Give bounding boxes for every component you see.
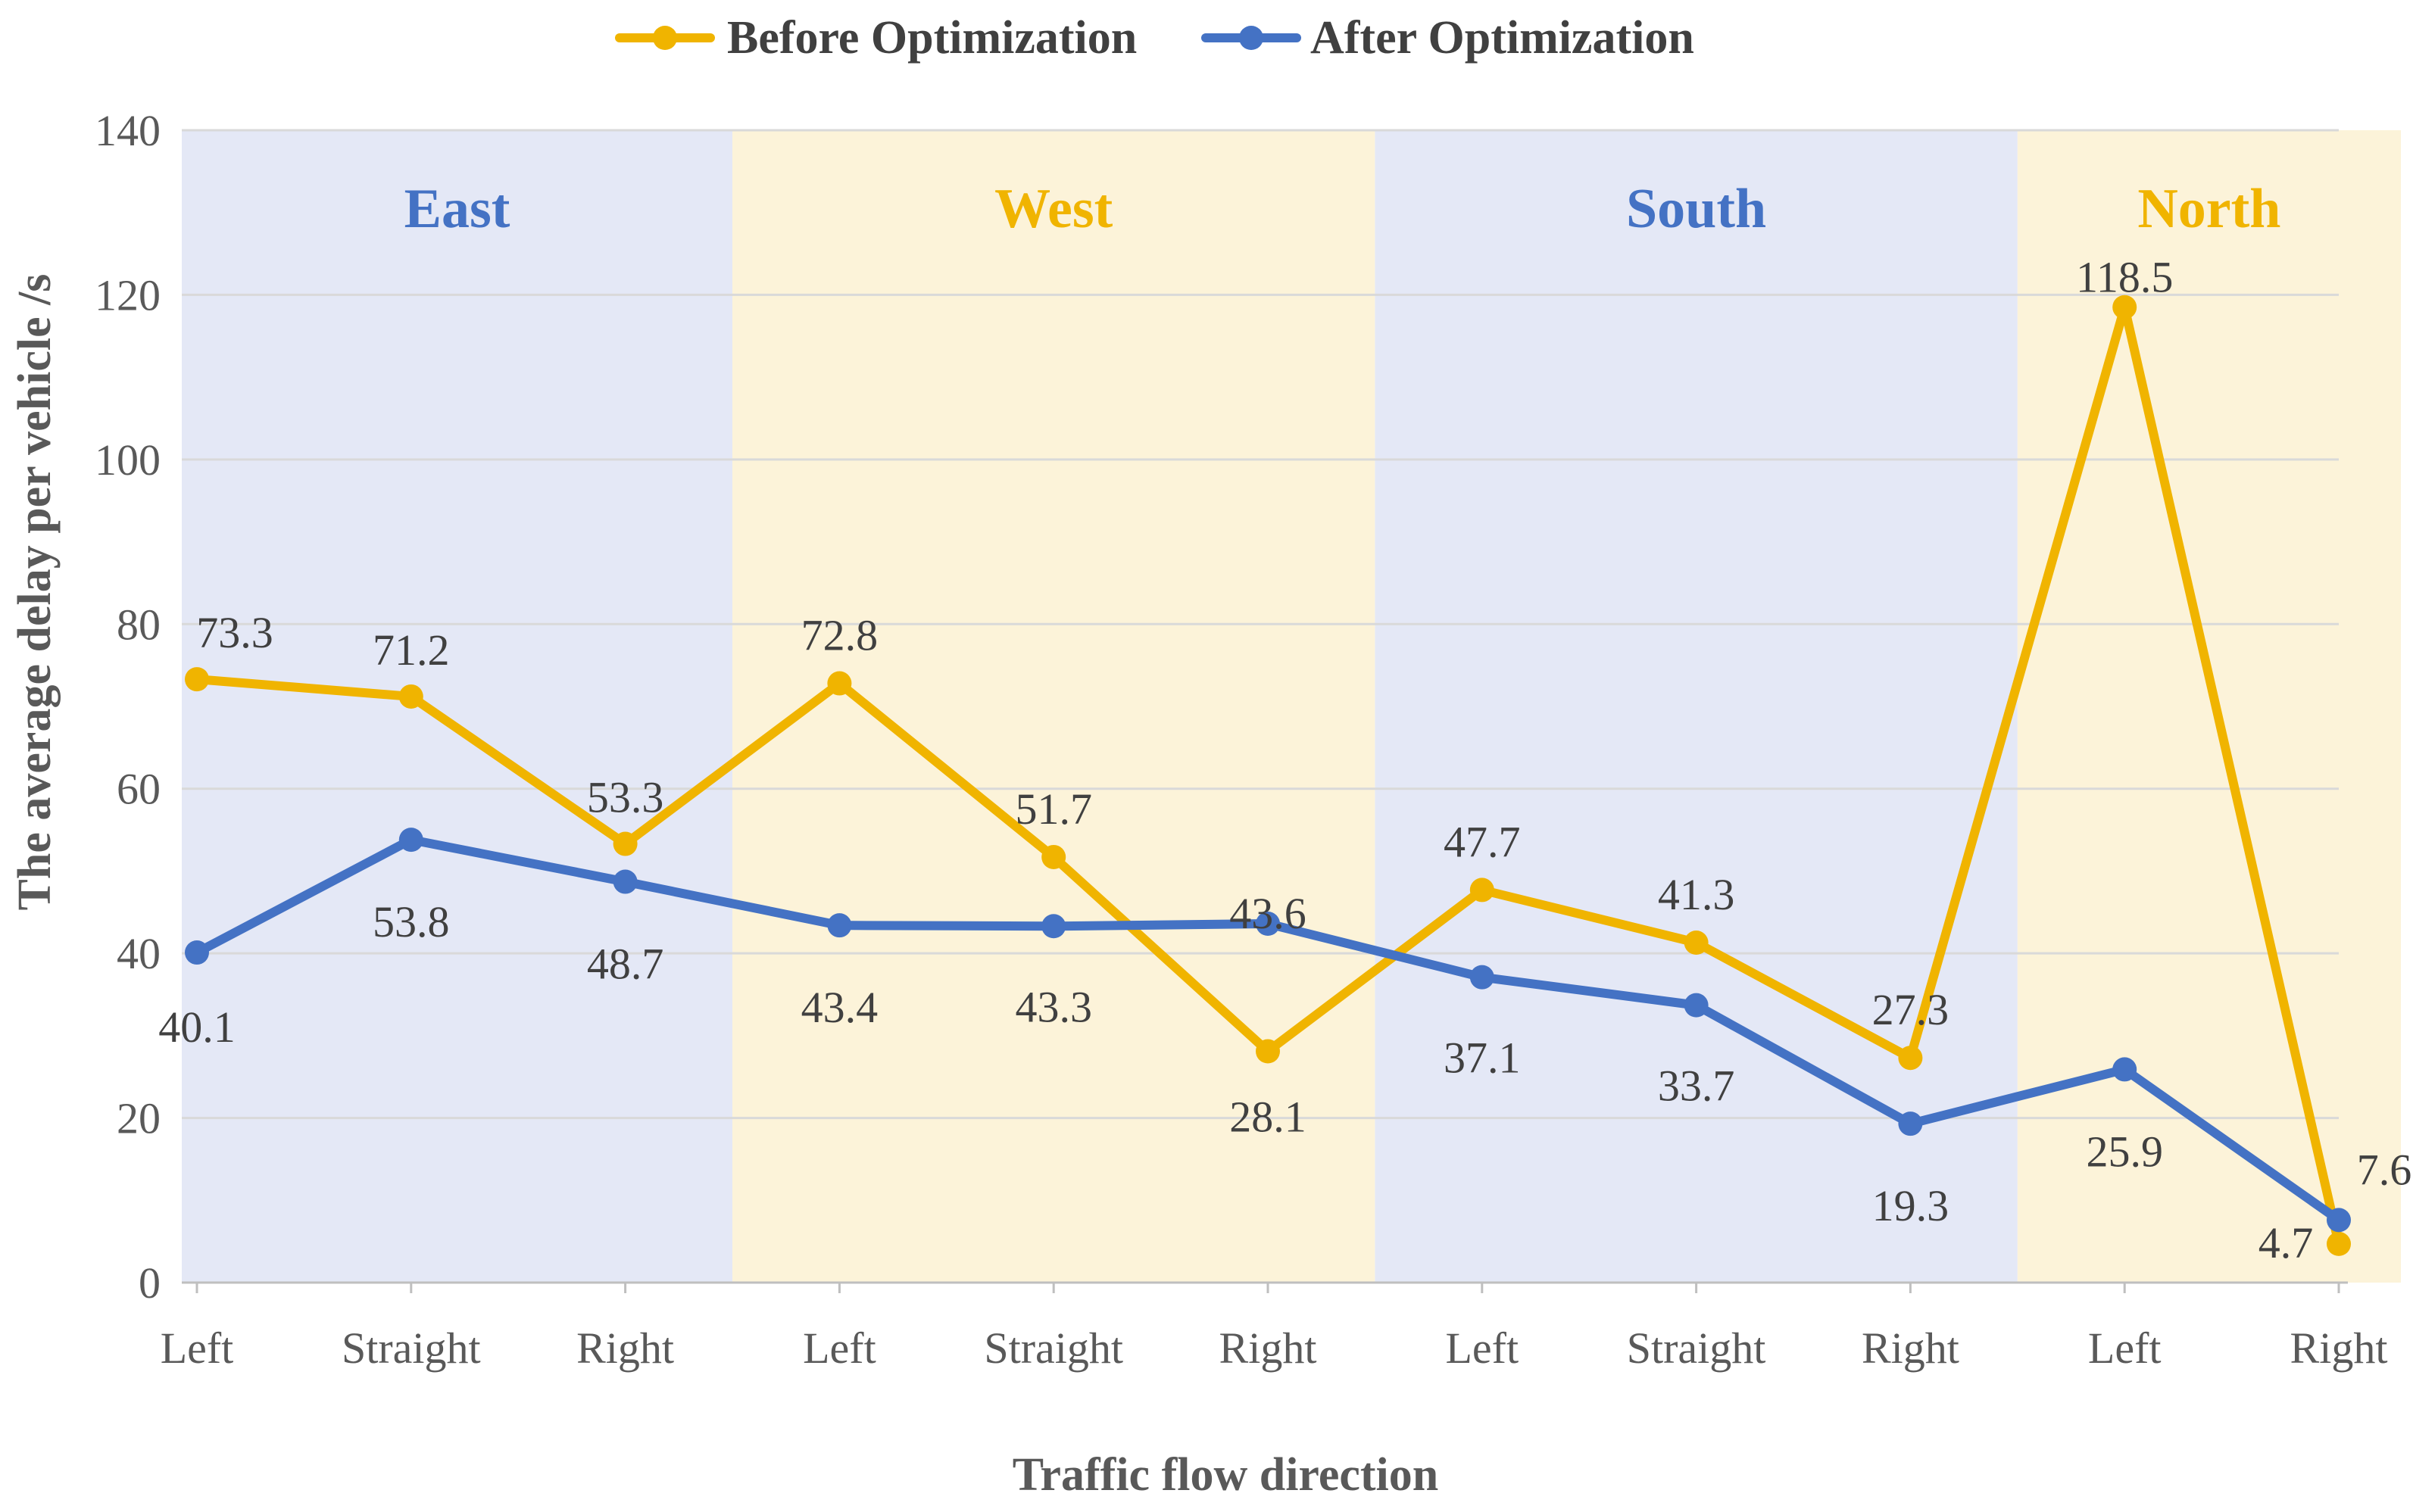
- y-tick-label: 80: [117, 600, 161, 649]
- data-label: 53.3: [587, 773, 664, 822]
- x-tick-label: Right: [1219, 1323, 1317, 1373]
- data-labels: 73.3 71.2 53.3 72.8 51.7 28.1 47.7 41.3 27.3 118.…: [158, 253, 2411, 1267]
- data-point: [1684, 993, 1709, 1018]
- data-point: [1256, 912, 1280, 937]
- x-tick-label: Left: [1445, 1323, 1519, 1373]
- data-label: 25.9: [2086, 1127, 2163, 1176]
- y-tick-label: 120: [95, 270, 161, 320]
- data-label: 4.7: [2258, 1218, 2314, 1267]
- data-label: 28.1: [1229, 1093, 1306, 1142]
- data-point: [2112, 295, 2137, 320]
- y-tick-label: 40: [117, 929, 161, 978]
- data-point: [827, 671, 852, 696]
- data-label: 27.3: [1872, 985, 1949, 1034]
- data-point: [1041, 914, 1066, 939]
- legend-swatch-marker: [653, 26, 677, 50]
- x-tick-label: Right: [2290, 1323, 2388, 1373]
- axes: 0 20 40 60 80 100 120 140 Left Straight Right Left S…: [95, 106, 2387, 1373]
- data-label: 43.4: [801, 983, 879, 1032]
- data-point: [1898, 1111, 1923, 1136]
- legend-swatch-marker: [1239, 26, 1263, 50]
- region-label-west: West: [994, 178, 1113, 240]
- data-label: 7.6: [2357, 1145, 2412, 1194]
- data-point: [1684, 931, 1709, 956]
- x-tick-label: Left: [161, 1323, 234, 1373]
- x-tick-label: Left: [803, 1323, 876, 1373]
- x-tick-label: Straight: [342, 1323, 481, 1373]
- data-point: [185, 940, 209, 965]
- region-band-east: [182, 130, 732, 1283]
- data-label: 41.3: [1658, 870, 1735, 919]
- y-tick-label: 100: [95, 435, 161, 485]
- data-point: [2327, 1231, 2351, 1256]
- data-point: [1469, 965, 1494, 990]
- x-tick-label: Right: [576, 1323, 674, 1373]
- series-points: [185, 295, 2351, 1256]
- region-label-south: South: [1626, 178, 1766, 240]
- y-tick-label: 0: [139, 1258, 161, 1308]
- data-point: [398, 828, 423, 853]
- data-label: 48.7: [587, 940, 664, 989]
- data-point: [398, 684, 423, 709]
- legend: Before Optimization After Optimization: [615, 12, 1694, 64]
- y-axis-title: The average delay per vehicle /s: [9, 274, 61, 911]
- region-band-north: [2017, 130, 2401, 1283]
- y-tick-label: 60: [117, 765, 161, 814]
- legend-label: Before Optimization: [727, 12, 1137, 64]
- x-axis-title: Traffic flow direction: [1013, 1449, 1438, 1501]
- y-tick-label: 140: [95, 106, 161, 155]
- region-band-south: [1375, 130, 2018, 1283]
- data-point: [2327, 1208, 2351, 1233]
- x-tick-label: Straight: [1627, 1323, 1766, 1373]
- x-tick-label: Straight: [984, 1323, 1123, 1373]
- data-point: [1898, 1046, 1923, 1071]
- x-tick-label: Right: [1862, 1323, 1959, 1373]
- data-label: 19.3: [1872, 1181, 1949, 1230]
- data-point: [185, 667, 209, 692]
- data-point: [613, 869, 638, 894]
- data-point: [827, 913, 852, 938]
- data-label: 37.1: [1444, 1033, 1521, 1083]
- data-label: 71.2: [373, 625, 450, 675]
- data-point: [1469, 878, 1494, 903]
- data-label: 53.8: [373, 897, 450, 946]
- data-label: 43.6: [1229, 889, 1306, 938]
- data-label: 47.7: [1444, 817, 1521, 866]
- region-band-west: [732, 130, 1375, 1283]
- region-label-north: North: [2137, 178, 2280, 240]
- data-label: 40.1: [158, 1002, 236, 1052]
- data-point: [1256, 1039, 1280, 1064]
- data-label: 33.7: [1658, 1062, 1735, 1111]
- data-point: [2112, 1057, 2137, 1082]
- x-tick-label: Left: [2088, 1323, 2162, 1373]
- data-point: [1041, 844, 1066, 869]
- region-bands: East West South North: [182, 130, 2401, 1283]
- data-label: 72.8: [801, 611, 879, 660]
- y-tick-label: 20: [117, 1094, 161, 1143]
- data-point: [613, 831, 638, 856]
- legend-label: After Optimization: [1310, 12, 1694, 64]
- data-label: 73.3: [196, 608, 273, 657]
- region-label-east: East: [404, 178, 510, 240]
- data-label: 51.7: [1015, 784, 1092, 834]
- data-label: 118.5: [2076, 253, 2173, 302]
- data-label: 43.3: [1015, 982, 1092, 1031]
